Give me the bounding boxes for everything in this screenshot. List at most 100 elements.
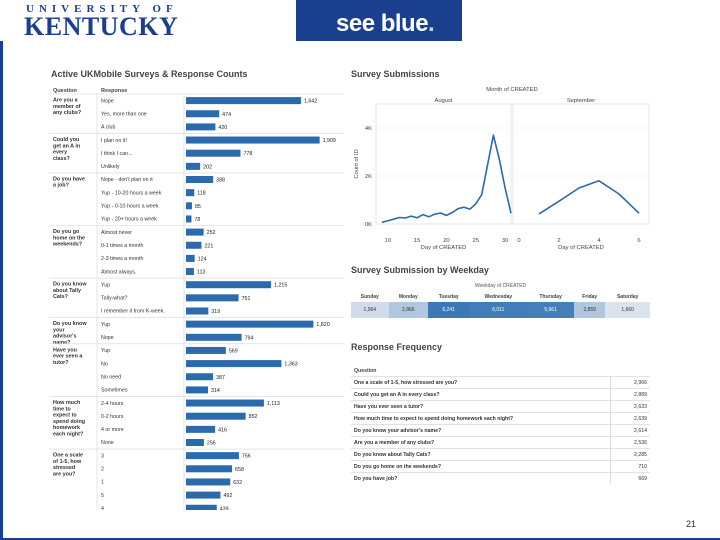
frequency-row: Do you have job? 669 <box>351 472 650 484</box>
bar <box>186 425 216 433</box>
frequency-title: Response Frequency <box>351 342 443 352</box>
weekday-column-header: Wednesday <box>484 294 513 300</box>
response-label: Yup <box>101 322 110 328</box>
bar <box>186 189 195 197</box>
response-label: Yup <box>101 348 110 354</box>
question-label: Have you ever seen a tutor? <box>53 347 83 366</box>
question-label: Are you a member of any clubs? <box>53 98 81 117</box>
bar <box>186 241 202 249</box>
frequency-question: Do you know your advisor's name? <box>351 424 610 437</box>
bar-value-label: 256 <box>207 441 216 447</box>
y-tick-label: 4K <box>365 126 372 132</box>
bar-value-label: 420 <box>218 125 227 131</box>
bar-value-label: 387 <box>216 375 225 381</box>
y-tick-label: 2K <box>365 174 372 180</box>
x-axis-title: Day of CREATED <box>558 245 604 251</box>
response-label: I think I can... <box>101 151 133 157</box>
response-label: Almost never <box>101 230 132 236</box>
bar-value-label: 1,215 <box>274 283 287 289</box>
series-line <box>538 180 640 215</box>
response-label: Yup - 10-20 hours a week <box>101 190 162 196</box>
response-label: Yup - 20+ hours a week <box>101 217 157 223</box>
question-label: Do you go home on the weekends? <box>52 229 85 248</box>
bar-value-label: 85 <box>195 204 201 210</box>
bar-value-label: 1,363 <box>284 362 297 368</box>
response-column-header: Response <box>101 88 127 94</box>
weekday-cell: 5,961 <box>527 302 575 318</box>
response-label: Yup <box>101 282 110 288</box>
frequency-row: Are you a member of any clubs? 2,536 <box>351 436 650 449</box>
brand-panel <box>296 0 462 41</box>
weekday-cell: 6,241 <box>427 302 470 318</box>
frequency-row: Do you know your advisor's name? 2,614 <box>351 424 650 437</box>
response-label: 0-1 times a month <box>101 243 143 249</box>
question-column-header: Question <box>53 88 77 94</box>
bar <box>186 491 221 499</box>
frequency-question: How much time to expect to spend doing h… <box>351 412 610 425</box>
bar-value-label: 658 <box>235 467 244 473</box>
weekday-cell: 6,011 <box>469 302 528 318</box>
response-label: 2 <box>101 467 104 473</box>
bar <box>186 281 272 289</box>
frequency-value: 2,966 <box>609 376 650 389</box>
frequency-question: Have you ever seen a tutor? <box>351 400 610 413</box>
frequency-question: Do you go home on the weekends? <box>351 460 610 473</box>
bar <box>186 228 204 236</box>
bar-chart-title: Active UKMobile Surveys & Response Count… <box>51 69 248 79</box>
x-tick-label: 4 <box>597 238 601 244</box>
frequency-row: How much time to expect to spend doing h… <box>351 412 650 425</box>
frequency-value: 710 <box>609 460 650 473</box>
x-tick-label: 25 <box>473 238 479 244</box>
weekday-title: Survey Submission by Weekday <box>351 265 489 275</box>
month-label: September <box>567 98 595 104</box>
university-line: UNIVERSITY OF <box>26 3 178 15</box>
left-edge-stripe <box>0 41 3 540</box>
bar-value-label: 113 <box>197 270 205 276</box>
response-label: A club <box>101 125 115 131</box>
x-tick-label: 2 <box>557 238 560 244</box>
weekday-cell: 2,859 <box>574 302 606 318</box>
response-label: 0-2 hours <box>101 414 124 420</box>
frequency-value: 669 <box>609 472 650 484</box>
bar <box>186 97 301 105</box>
frequency-row: Have you ever seen a tutor? 2,633 <box>351 400 650 413</box>
bar <box>186 307 209 315</box>
bar <box>186 439 204 446</box>
bar-value-label: 416 <box>218 427 227 433</box>
bar-value-label: 778 <box>243 151 252 157</box>
x-tick-label: 15 <box>414 238 420 244</box>
bar <box>186 373 214 381</box>
bar-value-label: 569 <box>229 348 238 354</box>
response-bar-chart: Question Response Are you a member of any cl… <box>49 88 344 510</box>
bar-value-label: 1,642 <box>304 99 317 105</box>
page-number: 21 <box>686 519 697 529</box>
seeblue-logo: see blue. <box>336 10 435 37</box>
bar <box>186 176 214 183</box>
bar <box>186 123 216 131</box>
series-line <box>381 134 512 224</box>
weekday-cell: 1,660 <box>605 302 650 318</box>
bar-value-label: 794 <box>245 335 254 341</box>
response-label: Unlikely <box>101 164 120 170</box>
weekday-table: Sunday Monday Tuesday Wednesday Thursday Frid… <box>351 292 650 318</box>
question-label: Do you know about Tally Cats? <box>53 282 87 301</box>
panel-frame <box>375 103 512 225</box>
bar-value-label: 1,113 <box>267 401 280 407</box>
bar <box>186 465 233 473</box>
bar <box>186 360 282 368</box>
weekday-column-header: Tuesday <box>438 294 459 300</box>
response-label: Yup - 0-10 hours a week <box>101 204 159 210</box>
y-axis-title: Count of ID <box>354 149 360 178</box>
weekday-cell: 2,866 <box>388 302 428 318</box>
bar-value-label: 221 <box>204 243 213 249</box>
bar-value-label: 78 <box>194 217 200 223</box>
question-label: Could you get an A in every class? <box>53 137 80 162</box>
bar-value-label: 252 <box>207 230 216 236</box>
bar <box>186 162 201 170</box>
frequency-value: 2,639 <box>609 412 650 425</box>
x-tick-label: 30 <box>502 238 508 244</box>
frequency-value: 2,536 <box>609 436 650 449</box>
frequency-value: 2,889 <box>609 388 650 401</box>
response-label: 5 <box>101 493 104 499</box>
response-label: Yes, more than one <box>101 111 147 117</box>
